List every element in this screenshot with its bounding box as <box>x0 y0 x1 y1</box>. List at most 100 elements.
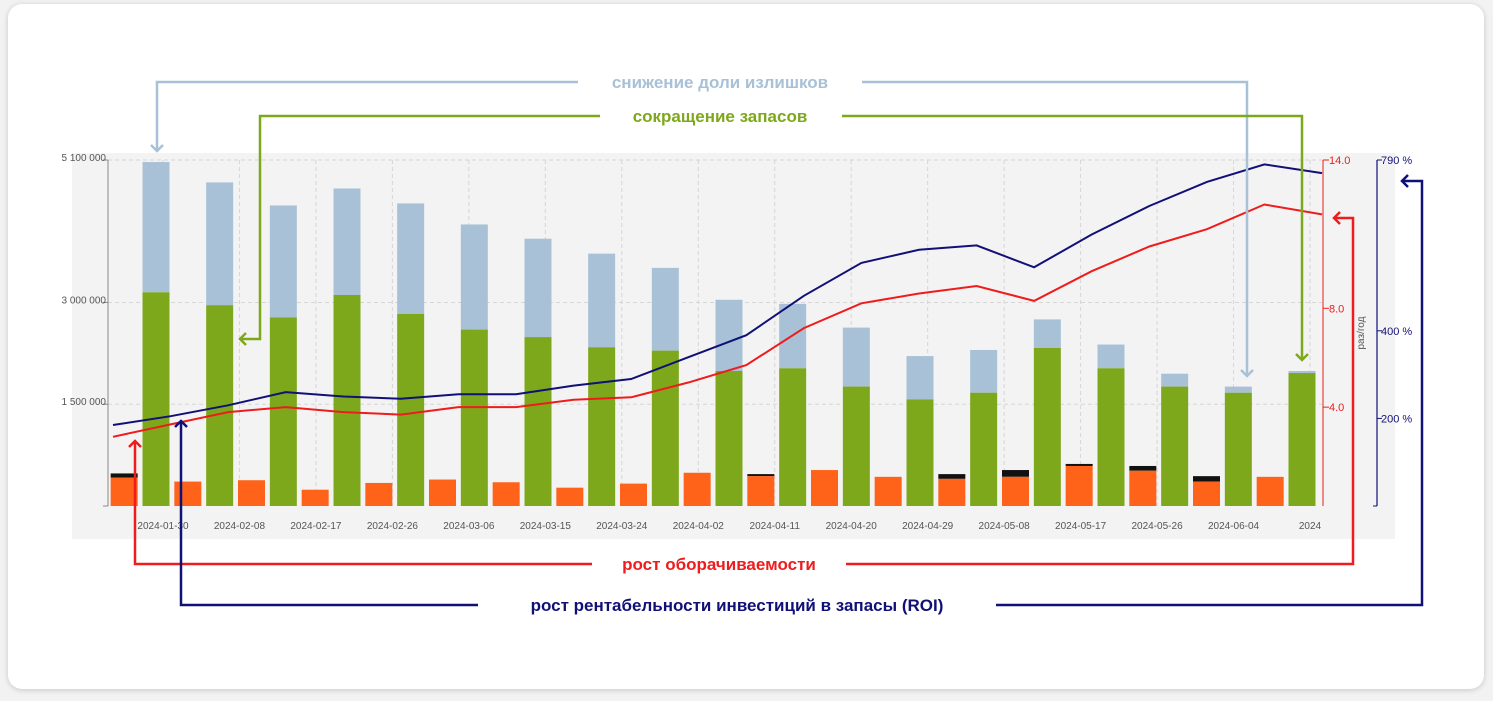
bar-deficit <box>1129 465 1157 471</box>
bar-excess <box>460 224 488 330</box>
bar-excess <box>906 356 934 400</box>
stock-arrow-right <box>842 114 1309 362</box>
roi-line <box>112 163 1323 426</box>
annotation-excess: снижение доли излишков <box>612 73 828 92</box>
bar-excess <box>588 253 616 348</box>
bar-secondary <box>620 483 647 506</box>
stock-arrow <box>238 114 600 346</box>
bar-secondary <box>110 477 138 506</box>
bar-excess <box>651 267 679 351</box>
bar-stock <box>779 368 807 506</box>
bar-excess <box>333 188 361 296</box>
turnover-line <box>112 203 1323 438</box>
bar-stock <box>269 317 297 506</box>
bar-excess <box>1161 373 1189 387</box>
roi-arrow <box>174 419 478 607</box>
bar-secondary <box>556 487 584 506</box>
bar-stock <box>142 292 170 506</box>
bar-stock <box>1097 368 1125 506</box>
bar-excess <box>1288 370 1316 374</box>
y-label-turnover: раз/год <box>1356 316 1367 349</box>
bar-secondary <box>1002 476 1029 506</box>
bar-stock <box>1033 347 1061 506</box>
bar-stock <box>1224 392 1252 506</box>
bar-excess <box>524 238 552 338</box>
bar-excess <box>842 327 870 387</box>
bar-secondary <box>429 479 456 506</box>
x-tick-label: 2024-04-11 <box>750 521 801 532</box>
bar-excess <box>142 162 170 293</box>
bar-secondary <box>1065 465 1093 506</box>
bar-stock <box>397 314 425 506</box>
bar-secondary <box>683 472 711 506</box>
bar-stock <box>1288 373 1316 506</box>
bar-excess <box>1097 344 1125 369</box>
x-tick-label: 2024-03-15 <box>520 521 572 532</box>
bar-stock <box>460 329 488 506</box>
x-tick-label: 2024-04-02 <box>673 521 725 532</box>
bar-excess <box>715 299 743 371</box>
annotation-stock: сокращение запасов <box>633 107 808 126</box>
y-tick-label-turnover: 4.0 <box>1329 402 1344 414</box>
bar-secondary <box>238 480 265 506</box>
bar-secondary <box>492 482 520 506</box>
bar-deficit <box>110 473 138 478</box>
bar-deficit <box>1193 476 1220 482</box>
annotation-turnover: рост оборачиваемости <box>622 555 816 574</box>
x-tick-label: 2024 <box>1299 521 1322 532</box>
y-tick-label-left: 5 100 000 <box>62 153 107 164</box>
bar-stock <box>333 295 361 506</box>
x-tick-label: 2024-02-26 <box>367 521 419 532</box>
turnover-arrow-right <box>846 211 1355 566</box>
bar-stock <box>970 392 998 506</box>
bar-excess <box>970 349 998 393</box>
bar-secondary <box>1256 476 1284 506</box>
bar-secondary <box>747 476 775 506</box>
bar-excess <box>206 182 234 306</box>
roi-arrow-right <box>996 174 1424 607</box>
x-tick-label: 2024-05-08 <box>979 521 1031 532</box>
excess-arrow <box>150 80 578 153</box>
y-tick-label-turnover: 8.0 <box>1329 303 1344 315</box>
bar-stock <box>651 350 679 506</box>
x-tick-label: 2024-03-06 <box>443 521 495 532</box>
lines <box>112 163 1323 438</box>
bar-excess <box>397 203 425 315</box>
bars <box>110 162 1316 506</box>
x-tick-label: 2024-02-17 <box>290 521 342 532</box>
bar-stock <box>588 347 616 506</box>
bar-stock <box>715 370 743 506</box>
bar-secondary <box>365 482 393 506</box>
y-tick-label-roi: 200 % <box>1381 413 1412 425</box>
x-tick-label: 2024-04-20 <box>826 521 878 532</box>
bar-deficit <box>938 474 966 479</box>
x-tick-label: 2024-05-17 <box>1055 521 1107 532</box>
annotation-roi: рост рентабельности инвестиций в запасы … <box>531 596 944 615</box>
axes: 1 500 000 3 000 000 5 100 000 2024-01-30 202… <box>62 153 1413 532</box>
bar-deficit <box>1002 470 1029 477</box>
bar-stock <box>842 386 870 506</box>
annotation-arrows <box>128 80 1424 607</box>
y-tick-label-roi: 400 % <box>1381 326 1412 338</box>
bar-secondary <box>938 478 966 506</box>
bar-excess <box>1033 319 1061 348</box>
bar-secondary <box>874 476 902 506</box>
y-tick-label-left: 1 500 000 <box>62 397 107 408</box>
bar-stock <box>524 337 552 506</box>
y-tick-label-left: 3 000 000 <box>62 295 107 306</box>
x-tick-label: 2024-01-30 <box>137 521 189 532</box>
x-tick-label: 2024-05-26 <box>1131 521 1183 532</box>
bar-deficit <box>747 474 775 477</box>
x-tick-label: 2024-02-08 <box>214 521 266 532</box>
bar-secondary <box>174 481 202 506</box>
x-tick-label: 2024-04-29 <box>902 521 954 532</box>
bar-stock <box>1161 386 1189 506</box>
bar-secondary <box>301 489 329 506</box>
turnover-arrow <box>128 439 592 566</box>
bar-secondary <box>811 470 838 506</box>
bar-deficit <box>1065 463 1093 466</box>
bar-secondary <box>1129 470 1157 506</box>
bar-excess <box>269 205 297 318</box>
excess-arrow-right <box>862 80 1254 378</box>
